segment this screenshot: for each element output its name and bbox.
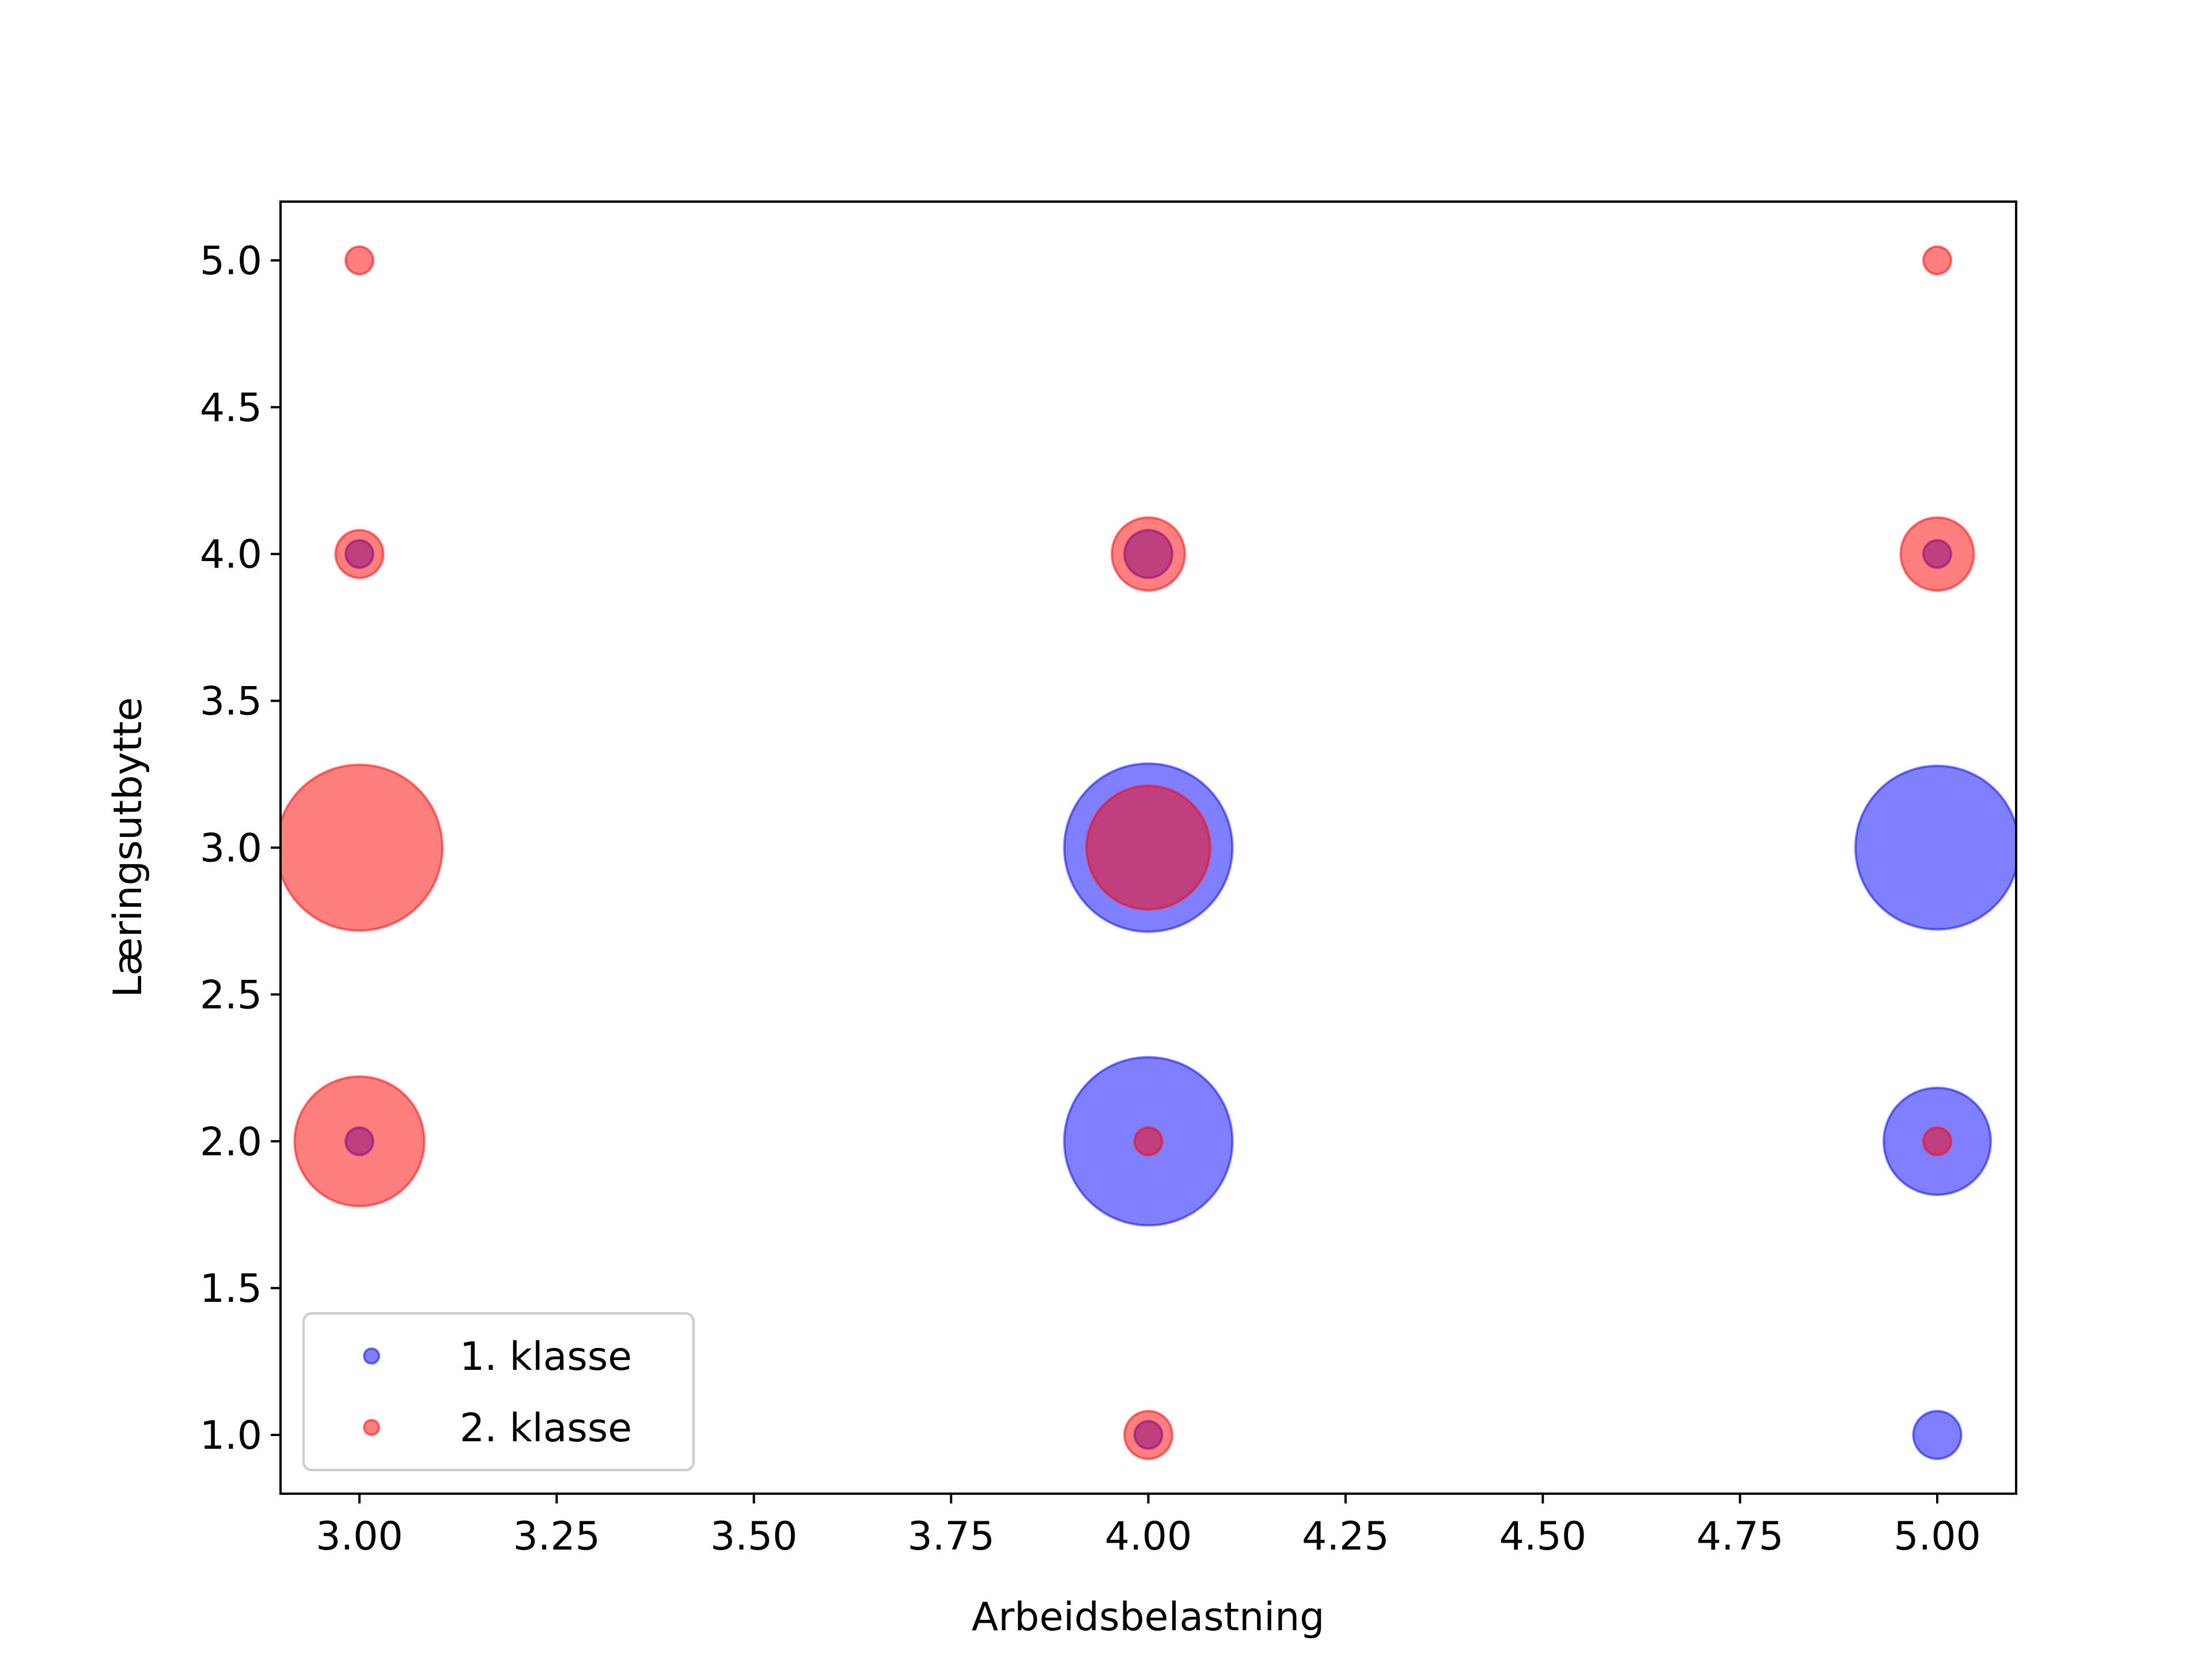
series-2 [281,245,1975,1460]
y-tick-label: 4.0 [200,532,262,578]
legend-frame [302,1312,695,1471]
y-tick-label: 3.0 [200,826,262,872]
x-tick-label: 4.50 [1499,1514,1586,1559]
bubble-point [1854,764,2016,931]
bubble-point [1922,245,1953,275]
x-tick-label: 3.50 [710,1514,797,1559]
y-axis-ticks: 1.0 1.5 2.0 2.5 3.0 3.5 4.0 4.5 5.0 [200,238,281,1459]
bubble-point [1912,1410,1963,1460]
y-tick-label: 2.5 [200,972,262,1018]
bubble-point [1899,516,1975,592]
data-marks [281,245,2016,1460]
x-axis-ticks: 3.00 3.25 3.50 3.75 4.00 4.25 4.50 4.75 5.00 [316,1494,1981,1559]
bubble-point [344,245,374,275]
y-tick-label: 5.0 [200,238,262,284]
bubble-point [281,763,444,932]
y-tick-label: 3.5 [200,679,262,725]
bubble-point [1133,1126,1164,1157]
x-tick-label: 3.00 [316,1514,403,1559]
x-tick-label: 4.75 [1696,1514,1783,1559]
legend-label-2-klasse: 2. klasse [460,1406,632,1451]
legend-marker-2-klasse [363,1419,380,1436]
bubble-point [293,1075,426,1207]
legend: 1. klasse 2. klasse [302,1312,695,1471]
x-tick-label: 4.00 [1105,1514,1192,1559]
bubble-point [334,529,385,579]
bubble-point [1111,516,1186,592]
y-tick-label: 1.0 [200,1413,262,1459]
legend-marker-1-klasse [363,1347,380,1365]
bubble-point [1123,1410,1174,1460]
x-tick-label: 4.25 [1302,1514,1389,1559]
y-tick-label: 1.5 [200,1266,262,1312]
y-tick-label: 2.0 [200,1119,262,1165]
x-tick-label: 5.00 [1893,1514,1980,1559]
x-axis-label: Arbeidsbelastning [972,1594,1325,1640]
x-tick-label: 3.75 [907,1514,994,1559]
bubble-point [1085,785,1211,911]
bubble-point [1922,1126,1953,1157]
x-tick-label: 3.25 [513,1514,600,1559]
y-tick-label: 4.5 [200,385,262,431]
legend-label-1-klasse: 1. klasse [460,1334,632,1380]
y-axis-label: Læringsutbytte [105,697,151,998]
